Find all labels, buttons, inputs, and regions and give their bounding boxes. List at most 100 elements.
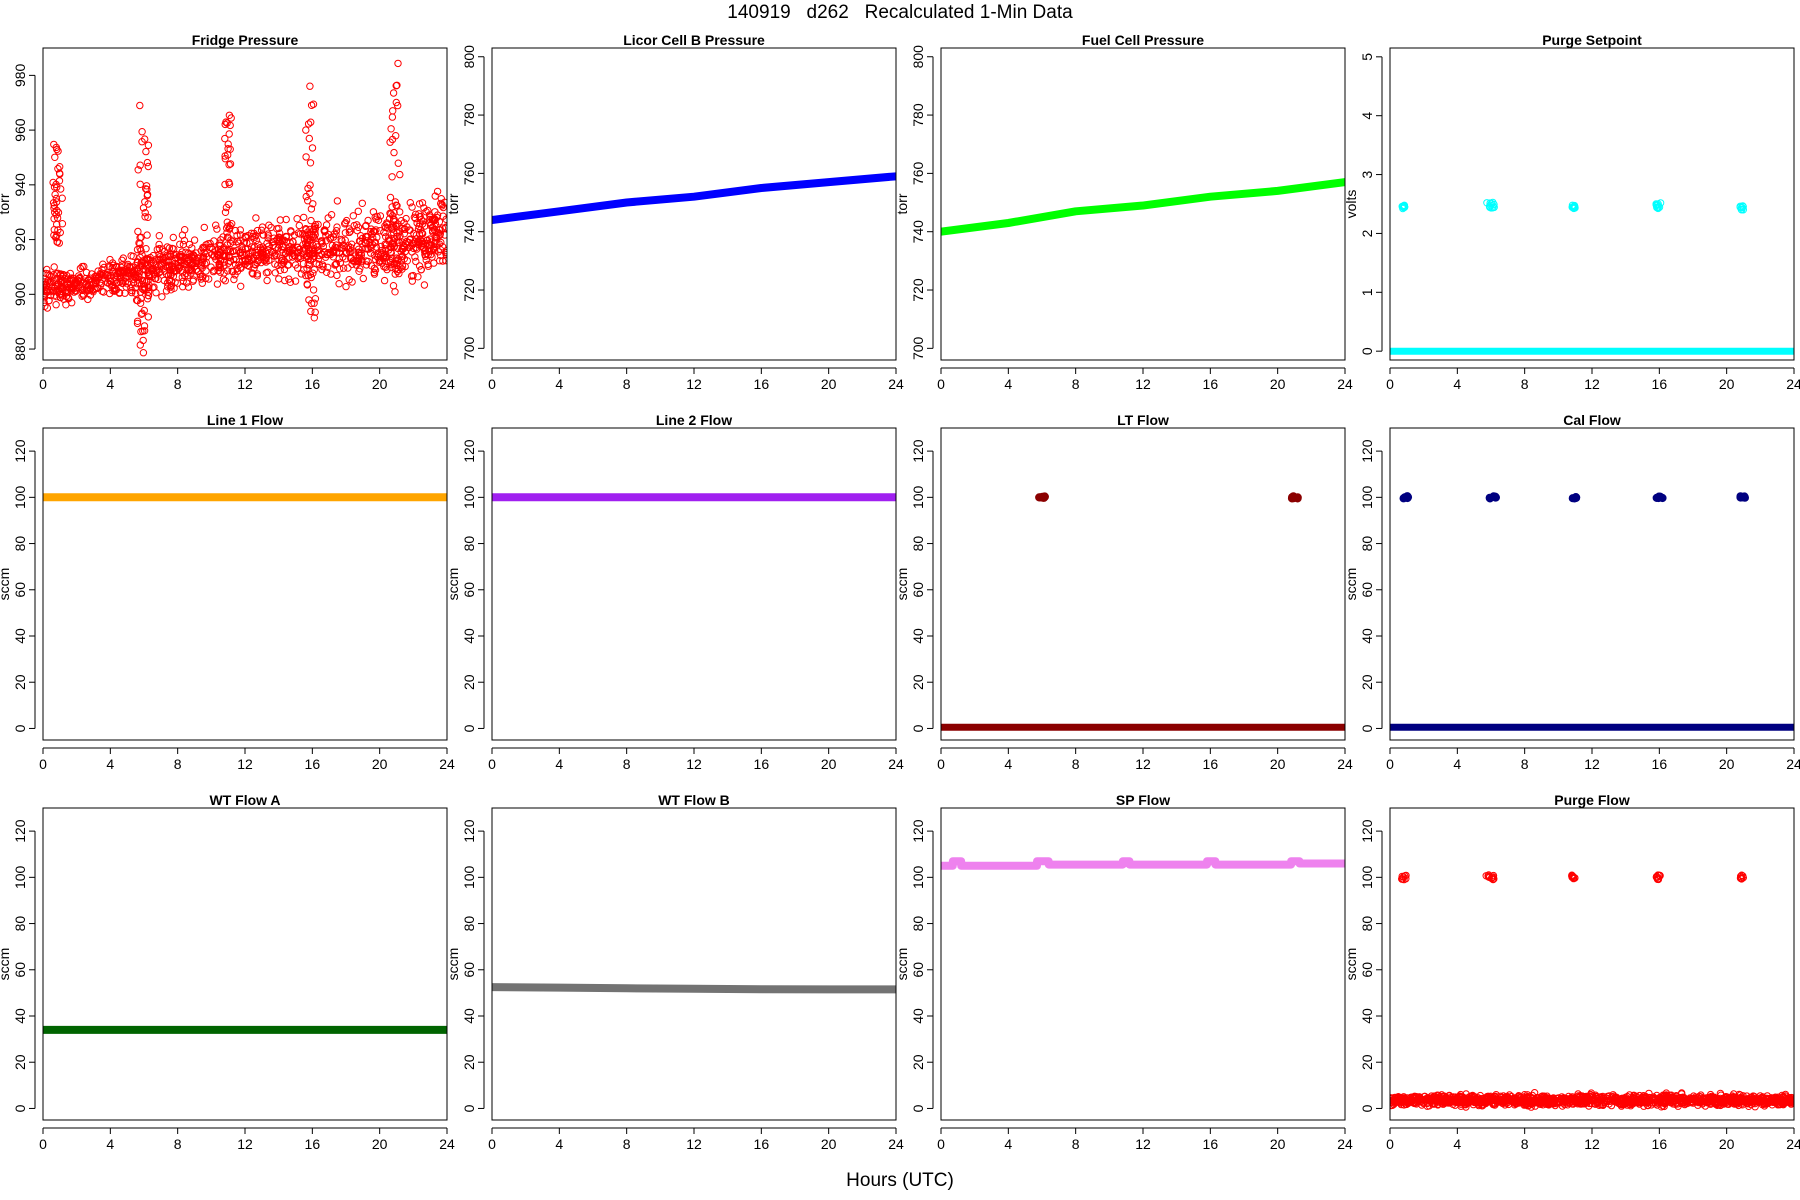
purge-setpoint-x-tick-label: 12 — [1584, 376, 1600, 392]
fridge-pressure-point — [111, 287, 119, 295]
fridge-pressure-point — [428, 226, 437, 235]
fridge-pressure-point — [155, 268, 164, 277]
fridge-pressure-point — [259, 231, 268, 239]
wt-flow-a-x-tick-label: 4 — [106, 1136, 114, 1152]
fridge-pressure-point — [140, 285, 148, 294]
purge-flow-point — [1625, 1091, 1634, 1099]
purge-flow-point — [1654, 875, 1663, 884]
fridge-pressure-point — [393, 81, 401, 90]
purge-flow-point — [1544, 1100, 1552, 1108]
fuel-cell-pressure-frame — [940, 47, 1346, 361]
fridge-pressure-point — [221, 208, 230, 217]
fridge-pressure-point — [133, 296, 142, 305]
fridge-pressure-point — [341, 236, 349, 244]
line-1-flow-title: Line 1 Flow — [207, 412, 283, 428]
fridge-pressure-point — [420, 204, 428, 212]
purge-flow-point — [1733, 1100, 1741, 1108]
fridge-pressure-point — [369, 208, 378, 216]
wt-flow-b-y-tick-label: 20 — [461, 1054, 477, 1070]
purge-flow-point — [1665, 1097, 1674, 1105]
fridge-pressure-point — [136, 263, 144, 271]
fridge-pressure-point — [424, 206, 432, 215]
cal-flow-y-label: sccm — [1343, 568, 1359, 601]
fridge-pressure-point — [306, 189, 314, 198]
fridge-pressure-point — [393, 202, 401, 210]
purge-flow-y-tick-label: 60 — [1359, 962, 1375, 978]
purge-flow-point — [1783, 1097, 1792, 1106]
fridge-pressure-point — [225, 245, 234, 254]
fridge-pressure-point — [361, 222, 370, 231]
fridge-pressure-point — [438, 243, 447, 251]
fridge-pressure-point — [307, 205, 316, 213]
lt-flow-y-tick-label: 120 — [910, 439, 926, 463]
fridge-pressure-point — [144, 313, 153, 321]
fridge-pressure-point — [310, 299, 318, 307]
fridge-pressure-point — [291, 277, 300, 285]
licor-cell-b-pressure-y-tick-label: 800 — [461, 45, 477, 69]
fridge-pressure-point — [253, 226, 262, 235]
fridge-pressure-point — [321, 226, 329, 234]
purge-flow-x-tick-label: 12 — [1584, 1136, 1600, 1152]
cal-flow-title: Cal Flow — [1563, 412, 1621, 428]
fridge-pressure-point — [143, 231, 151, 239]
fridge-pressure-point — [249, 270, 257, 278]
fridge-pressure-point — [50, 292, 58, 300]
cal-flow-x-tick-label: 0 — [1386, 756, 1394, 772]
fridge-pressure-point — [80, 279, 89, 287]
purge-flow-point — [1639, 1092, 1648, 1100]
fridge-pressure-point — [227, 236, 235, 244]
fridge-pressure-point — [142, 147, 150, 156]
fridge-pressure-point — [303, 281, 312, 289]
fridge-pressure-point — [242, 234, 250, 242]
licor-cell-b-pressure-y-tick-label: 720 — [461, 278, 477, 302]
purge-flow-point — [1425, 1102, 1434, 1110]
fridge-pressure-point — [339, 253, 347, 261]
purge-setpoint-point — [1400, 203, 1409, 212]
wt-flow-b-title: WT Flow B — [658, 792, 730, 808]
purge-flow-point — [1585, 1099, 1594, 1108]
fridge-pressure-point — [184, 283, 193, 291]
fridge-pressure-point — [58, 194, 66, 202]
lt-flow-title: LT Flow — [1117, 412, 1169, 428]
licor-cell-b-pressure-y-tick-label: 700 — [461, 336, 477, 360]
fridge-pressure-point — [106, 280, 114, 288]
fridge-pressure-point — [136, 180, 144, 189]
fridge-pressure-x-tick-label: 8 — [174, 376, 182, 392]
fridge-pressure-point — [221, 277, 230, 285]
purge-setpoint-y-tick-label: 5 — [1359, 53, 1375, 61]
purge-setpoint-data — [1390, 198, 1794, 355]
fridge-pressure-point — [149, 265, 157, 274]
fridge-pressure-point — [362, 261, 371, 269]
purge-setpoint-point — [1490, 203, 1498, 212]
fridge-pressure-point — [284, 261, 292, 269]
fridge-pressure-point — [209, 245, 217, 254]
fridge-pressure-point — [236, 231, 245, 239]
fuel-cell-pressure-x-tick-label: 4 — [1004, 376, 1012, 392]
line-2-flow-x-tick-label: 20 — [821, 756, 837, 772]
lt-flow-x-tick-label: 16 — [1203, 756, 1219, 772]
fridge-pressure-point — [212, 221, 220, 229]
fridge-pressure-point — [104, 275, 113, 283]
line-1-flow-x-tick-label: 0 — [39, 756, 47, 772]
sp-flow-frame — [940, 807, 1346, 1121]
lt-flow-x-tick-label: 24 — [1337, 756, 1353, 772]
fridge-pressure-point — [115, 288, 124, 297]
fridge-pressure-point — [264, 246, 272, 254]
lt-flow-frame — [940, 427, 1346, 741]
fridge-pressure-point — [309, 269, 317, 277]
purge-flow-point — [1520, 1091, 1529, 1099]
fridge-pressure-point — [302, 226, 310, 234]
fridge-pressure-y-tick-label: 980 — [12, 63, 28, 87]
fridge-pressure-point — [141, 213, 149, 221]
cal-flow-frame — [1389, 427, 1795, 741]
panel-cal-flow: Cal Flow 0 4 8 12 16 20 24 0 20 40 60 80 100 120 sccm — [1343, 412, 1800, 772]
fridge-pressure-point — [307, 101, 316, 110]
fridge-pressure-point — [318, 239, 326, 248]
fridge-pressure-point — [248, 269, 256, 277]
fridge-pressure-point — [374, 249, 382, 258]
fridge-pressure-point — [376, 212, 385, 220]
purge-flow-point — [1602, 1096, 1611, 1104]
x-axis-common-label: Hours (UTC) — [846, 1170, 954, 1191]
line-1-flow-y-tick-label: 60 — [12, 582, 28, 598]
fridge-pressure-point — [350, 221, 358, 230]
